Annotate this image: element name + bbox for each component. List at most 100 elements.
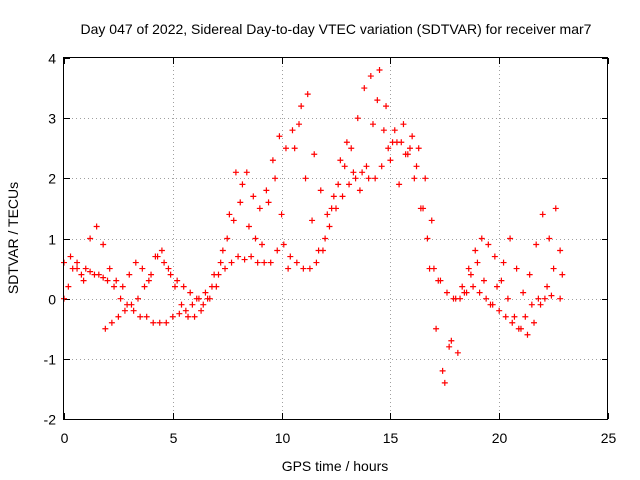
data-point xyxy=(439,367,446,374)
data-point xyxy=(115,313,122,320)
data-point xyxy=(252,235,259,242)
data-point xyxy=(413,163,420,170)
data-point xyxy=(533,241,540,248)
data-point xyxy=(387,157,394,164)
x-tick-label: 15 xyxy=(383,430,399,446)
data-point xyxy=(224,235,231,242)
data-point xyxy=(502,313,509,320)
data-point xyxy=(341,163,348,170)
data-point xyxy=(167,271,174,278)
data-point xyxy=(232,169,239,176)
data-point xyxy=(509,319,516,326)
data-point xyxy=(100,274,107,281)
data-point xyxy=(498,277,505,284)
data-point xyxy=(483,295,490,302)
tick-marks xyxy=(64,58,609,420)
data-point xyxy=(235,253,242,260)
data-point xyxy=(467,271,474,278)
data-point xyxy=(317,187,324,194)
data-point xyxy=(367,73,374,80)
data-point xyxy=(383,103,390,110)
data-point xyxy=(376,67,383,74)
data-point xyxy=(293,259,300,266)
data-point xyxy=(461,289,468,296)
data-point xyxy=(245,223,252,230)
data-point xyxy=(415,145,422,152)
data-point xyxy=(546,235,553,242)
data-point xyxy=(87,268,94,275)
data-point xyxy=(254,259,261,266)
data-point xyxy=(559,271,566,278)
y-tick-labels: -2 -1 0 1 2 3 4 xyxy=(44,51,57,428)
data-point xyxy=(557,295,564,302)
data-point xyxy=(433,325,440,332)
data-point xyxy=(154,253,161,260)
data-point xyxy=(531,319,538,326)
data-point xyxy=(278,211,285,218)
data-point xyxy=(472,247,479,254)
data-point xyxy=(402,151,409,158)
data-point xyxy=(300,265,307,272)
data-point xyxy=(93,223,100,230)
data-point xyxy=(548,292,555,299)
data-point xyxy=(185,313,192,320)
data-point xyxy=(302,175,309,182)
data-point xyxy=(372,175,379,182)
data-point xyxy=(424,235,431,242)
y-tick-label: 2 xyxy=(48,171,56,187)
data-point xyxy=(385,145,392,152)
y-tick-label: -2 xyxy=(44,412,57,428)
data-point xyxy=(526,271,533,278)
data-point xyxy=(291,145,298,152)
data-point xyxy=(145,277,152,284)
data-point xyxy=(222,265,229,272)
data-point xyxy=(446,343,453,350)
data-point xyxy=(356,187,363,194)
chart-title: Day 047 of 2022, Sidereal Day-to-day VTE… xyxy=(81,21,592,37)
data-point xyxy=(350,169,357,176)
data-point xyxy=(269,157,276,164)
data-point xyxy=(163,319,170,326)
data-point xyxy=(289,127,296,134)
data-point xyxy=(298,103,305,110)
data-point xyxy=(352,175,359,182)
data-point xyxy=(130,307,137,314)
x-tick-label: 25 xyxy=(601,430,617,446)
data-point xyxy=(95,271,102,278)
data-point xyxy=(478,235,485,242)
data-point xyxy=(134,295,141,302)
data-point xyxy=(141,283,148,290)
data-point xyxy=(380,127,387,134)
data-point xyxy=(480,277,487,284)
data-point xyxy=(389,139,396,146)
data-point xyxy=(237,199,244,206)
data-point xyxy=(391,127,398,134)
data-point xyxy=(541,295,548,302)
data-point xyxy=(274,247,281,254)
data-point xyxy=(108,319,115,326)
data-point xyxy=(280,241,287,248)
data-point xyxy=(470,283,477,290)
data-point xyxy=(524,331,531,338)
data-point xyxy=(148,271,155,278)
data-point xyxy=(422,175,429,182)
data-point xyxy=(132,259,139,266)
data-point xyxy=(306,265,313,272)
data-point xyxy=(226,211,233,218)
x-tick-label: 10 xyxy=(275,430,291,446)
data-point xyxy=(452,295,459,302)
y-tick-label: 0 xyxy=(48,292,56,308)
data-point xyxy=(476,289,483,296)
data-point xyxy=(217,259,224,266)
data-point xyxy=(406,145,413,152)
data-point xyxy=(311,151,318,158)
data-point xyxy=(378,163,385,170)
data-point xyxy=(67,253,74,260)
data-point xyxy=(400,121,407,128)
data-point xyxy=(174,277,181,284)
data-point xyxy=(263,187,270,194)
data-point xyxy=(354,115,361,122)
data-point xyxy=(496,307,503,314)
data-point xyxy=(82,265,89,272)
data-point xyxy=(126,271,133,278)
